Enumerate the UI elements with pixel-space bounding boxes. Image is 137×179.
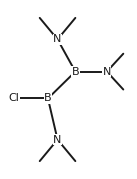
Text: N: N [103, 67, 111, 77]
Text: B: B [44, 93, 52, 103]
Text: N: N [53, 34, 62, 44]
Text: B: B [72, 67, 79, 77]
Text: N: N [53, 135, 62, 145]
Text: Cl: Cl [8, 93, 19, 103]
